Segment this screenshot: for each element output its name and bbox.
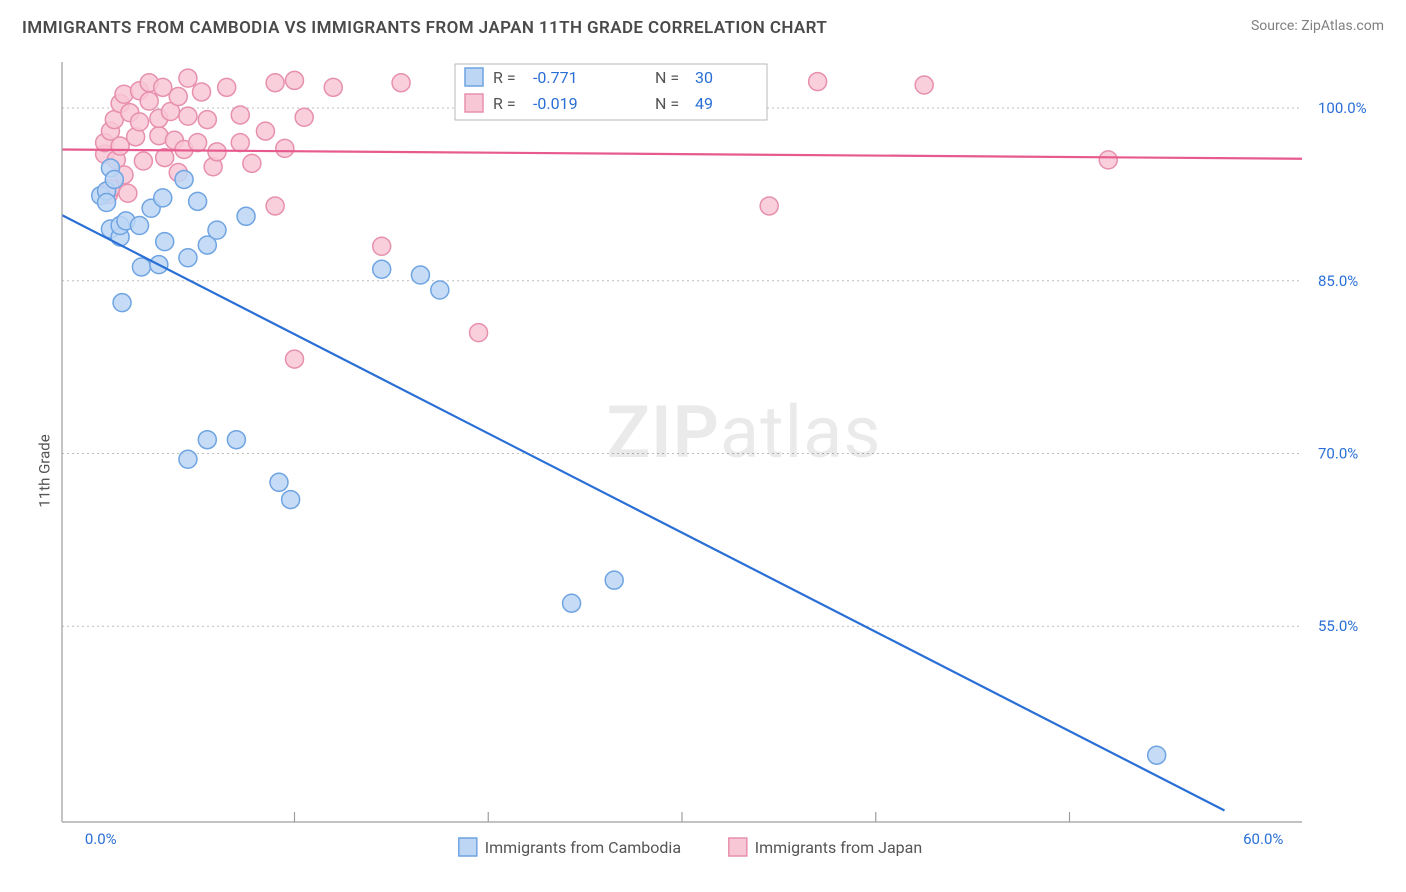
point-japan: [266, 74, 284, 92]
legend-swatch-japan: [465, 94, 483, 112]
point-japan: [809, 73, 827, 91]
point-japan: [324, 78, 342, 96]
source-attribution: Source: ZipAtlas.com: [1251, 18, 1384, 34]
point-cambodia: [131, 217, 149, 235]
point-japan: [266, 197, 284, 215]
point-japan: [140, 92, 158, 110]
point-cambodia: [270, 473, 288, 491]
point-cambodia: [198, 431, 216, 449]
legend-n-label: N =: [655, 94, 679, 113]
point-japan: [256, 122, 274, 140]
point-japan: [295, 108, 313, 126]
point-japan: [179, 69, 197, 87]
point-cambodia: [113, 294, 131, 312]
y-tick-label: 55.0%: [1318, 617, 1358, 635]
point-cambodia: [282, 491, 300, 509]
x-tick-label: 0.0%: [85, 830, 117, 848]
point-japan: [286, 71, 304, 89]
y-tick-label: 100.0%: [1318, 99, 1367, 117]
point-japan: [169, 88, 187, 106]
correlation-legend: R = -0.771 N = 30 R = -0.019 N = 49: [455, 64, 767, 120]
point-japan: [373, 237, 391, 255]
point-japan: [1099, 151, 1117, 169]
legend-r-value-japan: -0.019: [533, 94, 578, 113]
legend-swatch-cambodia: [459, 838, 477, 856]
y-axis-label: 11th Grade: [36, 434, 54, 507]
point-cambodia: [132, 258, 150, 276]
point-cambodia: [156, 233, 174, 251]
point-cambodia: [431, 281, 449, 299]
point-cambodia: [175, 170, 193, 188]
point-cambodia: [208, 221, 226, 239]
point-cambodia: [179, 450, 197, 468]
legend-n-label: N =: [655, 68, 679, 87]
point-cambodia: [237, 207, 255, 225]
point-japan: [134, 152, 152, 170]
series-legend: Immigrants from Cambodia Immigrants from …: [459, 838, 922, 857]
point-japan: [179, 107, 197, 125]
point-japan: [119, 184, 137, 202]
source-link[interactable]: ZipAtlas.com: [1301, 18, 1384, 34]
y-tick-label: 85.0%: [1318, 272, 1358, 290]
point-cambodia: [1148, 746, 1166, 764]
legend-r-label: R =: [493, 68, 516, 87]
page-title: IMMIGRANTS FROM CAMBODIA VS IMMIGRANTS F…: [22, 18, 827, 38]
y-tick-label: 70.0%: [1318, 445, 1358, 463]
legend-swatch-cambodia: [465, 68, 483, 86]
legend-r-value-cambodia: -0.771: [533, 68, 578, 87]
point-japan: [189, 134, 207, 152]
legend-r-label: R =: [493, 94, 516, 113]
point-japan: [198, 111, 216, 129]
point-japan: [760, 197, 778, 215]
chart-container: 11th Grade 100.0% 85.0% 70.0% 55.0% ZIPatlas…: [0, 50, 1406, 892]
point-cambodia: [411, 266, 429, 284]
point-cambodia: [563, 594, 581, 612]
point-cambodia: [227, 431, 245, 449]
point-cambodia: [105, 170, 123, 188]
x-tick-label: 60.0%: [1243, 830, 1283, 848]
legend-label-cambodia: Immigrants from Cambodia: [485, 838, 681, 857]
legend-n-value-japan: 49: [695, 94, 713, 113]
point-japan: [231, 134, 249, 152]
point-japan: [231, 106, 249, 124]
point-japan: [193, 83, 211, 101]
correlation-scatter-chart: 100.0% 85.0% 70.0% 55.0% ZIPatlas 0.0% 60.0% R …: [0, 50, 1406, 892]
point-japan: [470, 324, 488, 342]
legend-label-japan: Immigrants from Japan: [755, 838, 922, 857]
point-japan: [243, 154, 261, 172]
trend-line-cambodia: [62, 215, 1225, 810]
point-japan: [131, 113, 149, 131]
point-cambodia: [179, 249, 197, 267]
point-japan: [392, 74, 410, 92]
point-japan: [286, 350, 304, 368]
source-prefix: Source:: [1251, 18, 1301, 34]
legend-n-value-cambodia: 30: [695, 68, 713, 87]
point-cambodia: [605, 571, 623, 589]
point-japan: [915, 76, 933, 94]
point-japan: [276, 139, 294, 157]
point-japan: [208, 143, 226, 161]
point-cambodia: [154, 189, 172, 207]
point-japan: [218, 78, 236, 96]
legend-swatch-japan: [729, 838, 747, 856]
point-cambodia: [373, 260, 391, 278]
point-cambodia: [189, 192, 207, 210]
watermark: ZIPatlas: [606, 390, 881, 475]
point-cambodia: [98, 193, 116, 211]
